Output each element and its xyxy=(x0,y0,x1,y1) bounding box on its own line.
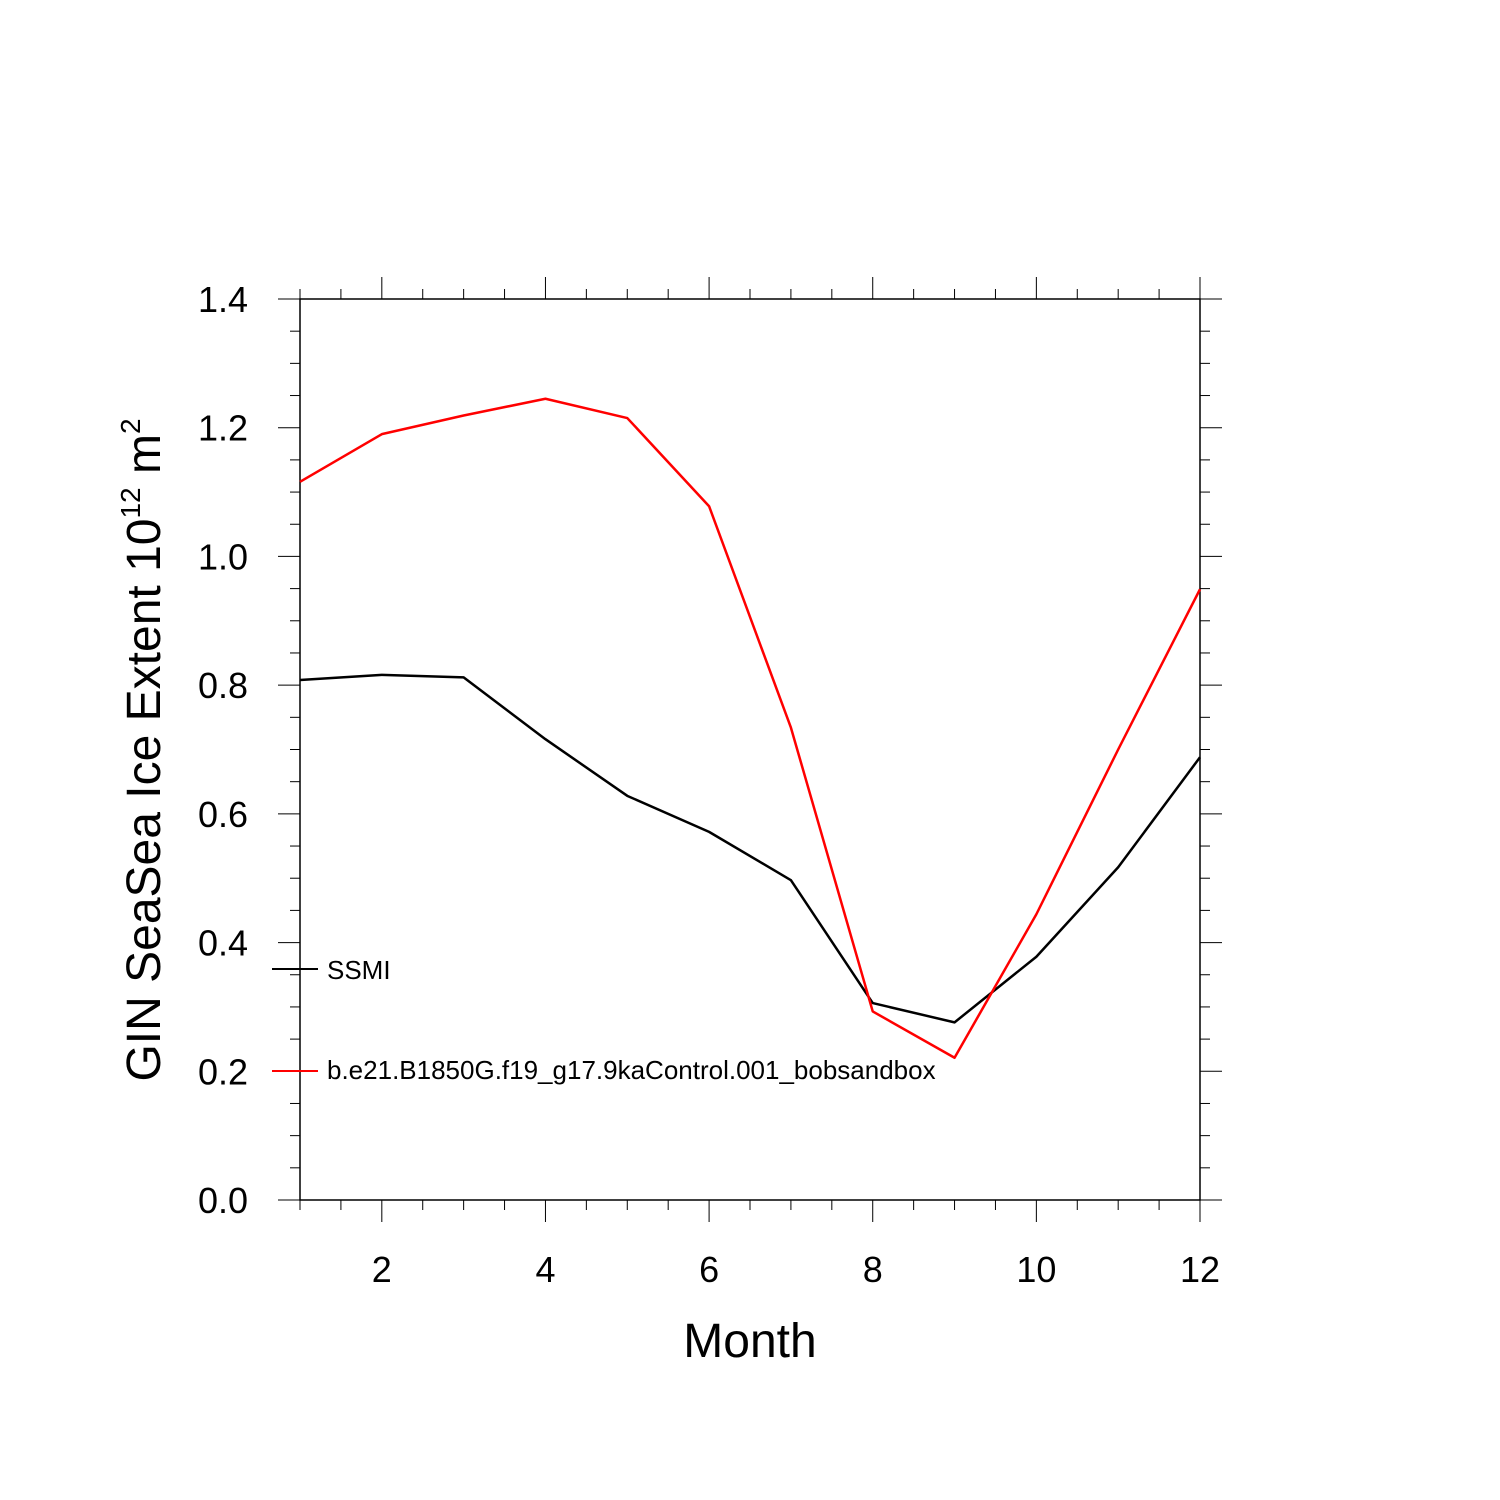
y-tick-label: 0.2 xyxy=(198,1051,248,1092)
y-axis-title-unit: m xyxy=(118,434,171,487)
x-tick-label: 6 xyxy=(699,1249,719,1290)
y-tick-label: 0.4 xyxy=(198,923,248,964)
x-tick-label: 2 xyxy=(372,1249,392,1290)
legend-label-model: b.e21.B1850G.f19_g17.9kaControl.001_bobs… xyxy=(327,1055,936,1085)
minor-ticks xyxy=(290,289,1210,1210)
y-tick-label: 1.4 xyxy=(198,279,248,320)
y-tick-label: 0.6 xyxy=(198,794,248,835)
x-tick-label: 4 xyxy=(535,1249,555,1290)
x-tick-labels: 2 4 6 8 10 12 xyxy=(372,1249,1220,1290)
y-axis-title-unit-exponent: 2 xyxy=(115,418,146,434)
y-tick-label: 0.8 xyxy=(198,665,248,706)
y-axis-title-main: GIN SeaSea Ice Extent 10 xyxy=(118,519,171,1082)
y-tick-label: 0.0 xyxy=(198,1180,248,1221)
series-line-model xyxy=(299,397,1202,1060)
y-tick-label: 1.0 xyxy=(198,536,248,577)
legend-label-ssmi: SSMI xyxy=(327,955,391,985)
y-tick-label: 1.2 xyxy=(198,408,248,449)
major-ticks xyxy=(278,277,1222,1222)
plot-frame xyxy=(299,298,1201,1201)
x-axis-title: Month xyxy=(683,1315,816,1368)
series-lines xyxy=(299,397,1202,1060)
y-tick-labels: 0.0 0.2 0.4 0.6 0.8 1.0 1.2 1.4 xyxy=(198,279,248,1221)
x-tick-label: 10 xyxy=(1016,1249,1056,1290)
y-axis-title-exponent: 12 xyxy=(115,487,146,518)
series-line-ssmi xyxy=(299,673,1202,1024)
x-tick-label: 8 xyxy=(863,1249,883,1290)
y-axis-title: GIN SeaSea Ice Extent 1012 m2 xyxy=(115,418,171,1081)
legend: SSMI b.e21.B1850G.f19_g17.9kaControl.001… xyxy=(272,955,936,1085)
x-tick-label: 12 xyxy=(1180,1249,1220,1290)
